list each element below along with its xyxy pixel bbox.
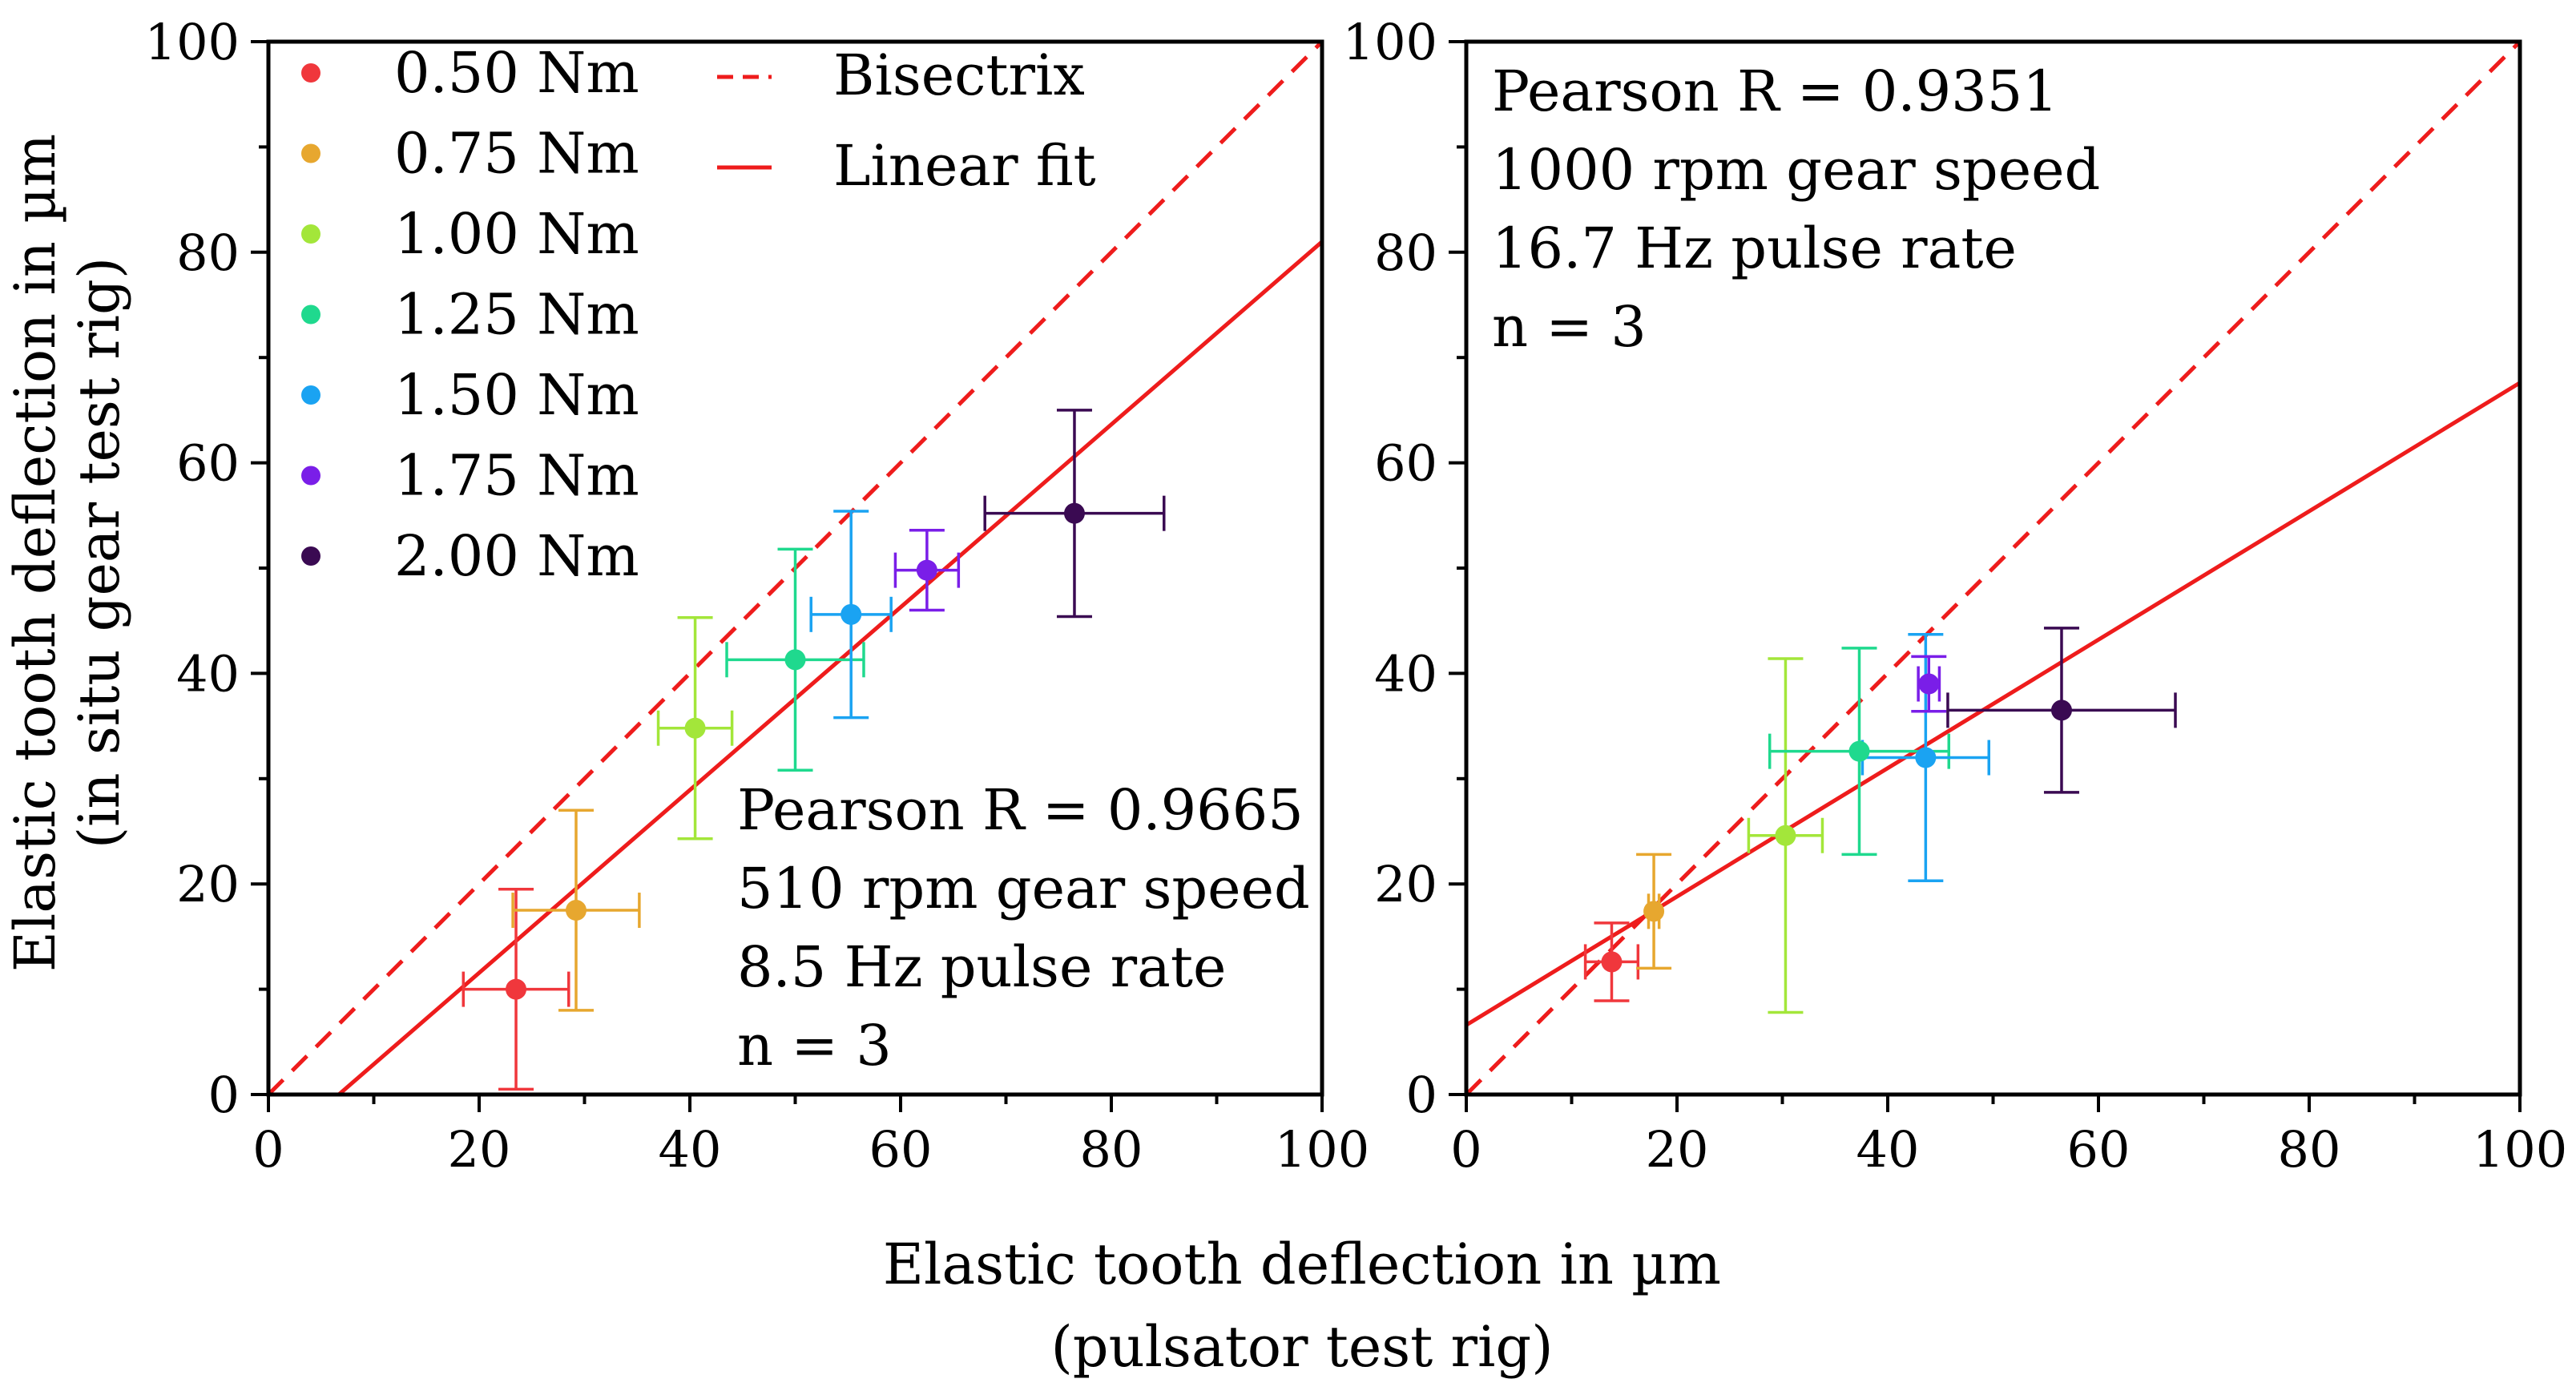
- y-axis-title-line2: (in situ gear test rig): [67, 257, 132, 849]
- right-panel: 0 20 40 60 80 100 0 20 40 60 80 100 Pearson R = 0.9…: [1343, 13, 2568, 1179]
- right-point-1: [1643, 901, 1665, 922]
- y-axis-title-line1: Elastic tooth deflection in µm: [2, 134, 68, 972]
- left-annotation: Pearson R = 0.9665 510 rpm gear speed 8.5 …: [737, 777, 1310, 1078]
- legend-marker-0: [301, 63, 320, 83]
- right-y-tick-label: 100: [1343, 13, 1437, 71]
- right-x-tick-label: 100: [2473, 1120, 2567, 1179]
- left-plot-frame: [266, 39, 1324, 1097]
- right-y-tick-label: 60: [1374, 434, 1437, 493]
- left-y-tick-label: 80: [176, 224, 240, 282]
- right-y-tick-label: 80: [1374, 224, 1437, 282]
- right-y-tick-label: 20: [1374, 855, 1437, 913]
- left-point-6: [1063, 502, 1085, 524]
- left-annotation-line-1: 510 rpm gear speed: [737, 856, 1310, 921]
- left-y-tick-label: 40: [176, 644, 240, 703]
- right-y-tick-label: 0: [1406, 1066, 1437, 1124]
- left-point-5: [916, 559, 937, 581]
- legend-label-4: 1.50 Nm: [394, 362, 639, 428]
- left-annotation-line-2: 8.5 Hz pulse rate: [737, 934, 1226, 1000]
- right-annotation-line-2: 16.7 Hz pulse rate: [1492, 216, 2017, 281]
- legend-line-label-0: Bisectrix: [833, 42, 1085, 108]
- left-y-tick-label: 20: [176, 855, 240, 913]
- right-point-2: [1775, 824, 1796, 846]
- right-x-tick-label: 0: [1450, 1120, 1482, 1179]
- right-annotation-line-3: n = 3: [1492, 294, 1647, 360]
- right-x-tick-label: 20: [1646, 1120, 1709, 1179]
- left-x-tick-label: 0: [252, 1120, 284, 1179]
- right-x-tick-label: 40: [1856, 1120, 1920, 1179]
- right-x-tick-label: 60: [2067, 1120, 2131, 1179]
- legend-label-6: 2.00 Nm: [394, 523, 639, 589]
- right-annotation-line-1: 1000 rpm gear speed: [1492, 137, 2100, 203]
- left-annotation-line-3: n = 3: [737, 1013, 892, 1078]
- left-annotation-line-0: Pearson R = 0.9665: [737, 777, 1304, 843]
- x-axis-title-line1: Elastic tooth deflection in µm: [883, 1232, 1721, 1297]
- legend-marker-3: [301, 304, 320, 325]
- legend-marker-1: [301, 143, 320, 163]
- right-linear-fit-line: [1466, 381, 2520, 1027]
- legend: 0.50 Nm 0.75 Nm 1.00 Nm 1.25 Nm 1.50 Nm 1.75 …: [301, 40, 1096, 589]
- legend-label-2: 1.00 Nm: [394, 201, 639, 267]
- left-panel: 0 20 40 60 80 100 0 20 40 60 80 100 0.50 Nm 0.75 Nm 1…: [145, 13, 1370, 1179]
- left-point-4: [841, 603, 862, 625]
- left-x-tick-label: 60: [869, 1120, 933, 1179]
- left-y-tick-label: 0: [208, 1066, 240, 1124]
- legend-marker-5: [301, 466, 320, 486]
- left-x-tick-label: 100: [1275, 1120, 1369, 1179]
- right-point-4: [1915, 747, 1937, 768]
- right-annotation: Pearson R = 0.9351 1000 rpm gear speed 16.…: [1492, 58, 2100, 360]
- left-x-tick-label: 80: [1080, 1120, 1143, 1179]
- right-plot-frame: [1464, 39, 2522, 1097]
- right-y-tick-label: 40: [1374, 644, 1437, 703]
- right-point-5: [1918, 673, 1940, 695]
- right-point-0: [1601, 951, 1623, 973]
- legend-label-0: 0.50 Nm: [394, 40, 639, 106]
- legend-marker-6: [301, 546, 320, 566]
- right-point-3: [1848, 740, 1870, 762]
- legend-label-3: 1.25 Nm: [394, 282, 639, 348]
- legend-label-5: 1.75 Nm: [394, 443, 639, 509]
- legend-line-label-1: Linear fit: [833, 133, 1096, 199]
- left-point-2: [684, 717, 706, 739]
- legend-marker-2: [301, 224, 320, 244]
- left-x-tick-label: 20: [448, 1120, 511, 1179]
- left-x-tick-label: 40: [659, 1120, 722, 1179]
- legend-marker-4: [301, 385, 320, 405]
- left-point-0: [506, 978, 527, 1000]
- right-annotation-line-0: Pearson R = 0.9351: [1492, 58, 2058, 124]
- left-y-tick-label: 60: [176, 434, 240, 493]
- right-x-tick-label: 80: [2278, 1120, 2341, 1179]
- left-point-1: [565, 900, 587, 921]
- x-axis-title-line2: (pulsator test rig): [1050, 1314, 1553, 1380]
- right-point-6: [2050, 700, 2072, 721]
- left-y-tick-label: 100: [145, 13, 240, 71]
- legend-label-1: 0.75 Nm: [394, 121, 639, 187]
- left-point-3: [784, 649, 806, 671]
